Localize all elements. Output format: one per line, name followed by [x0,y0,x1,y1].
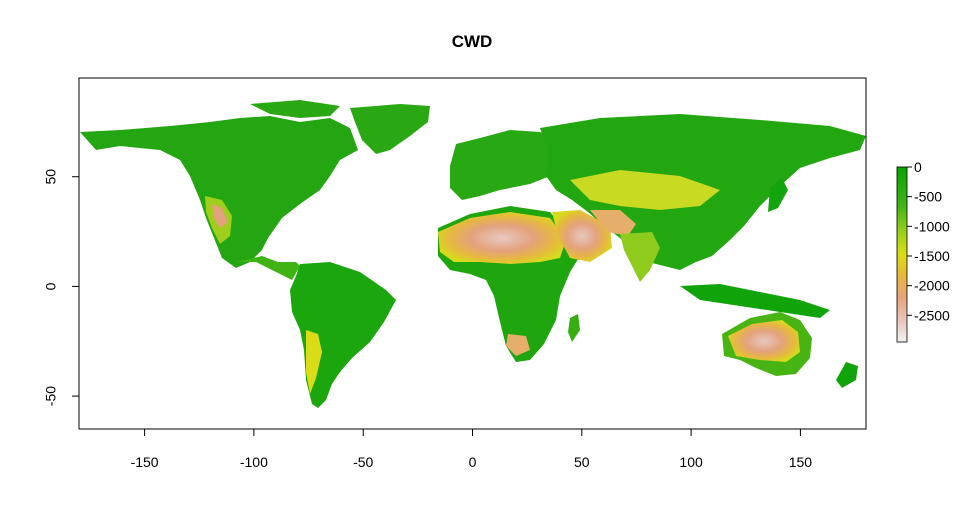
land-australia-desert [728,320,800,362]
legend-tick-label: -2500 [914,307,950,323]
land-arabia [552,210,612,262]
legend-tick-label: 0 [914,159,922,175]
legend-tick-label: -2000 [914,278,950,294]
legend: 0 -500 -1000 -1500 -2000 -2500 [896,159,950,343]
x-tick-label: -150 [131,454,159,470]
land-arctic-islands [250,100,340,118]
land-central-asia-dry [570,170,720,210]
x-tick-label: -100 [240,454,268,470]
legend-tick-label: -500 [914,189,942,205]
map-title: CWD [452,32,493,51]
legend-ticks: 0 -500 -1000 -1500 -2000 -2500 [907,159,950,323]
legend-tick-label: -1500 [914,248,950,264]
land-new-zealand [836,362,858,388]
y-tick-label: 0 [43,282,59,290]
legend-tick-label: -1000 [914,218,950,234]
x-tick-label: 0 [469,454,477,470]
land-iran [590,210,636,236]
x-tick-label: 100 [679,454,703,470]
map-land [80,100,866,408]
legend-colorbar [896,166,908,343]
land-japan [768,178,788,212]
x-tick-label: 150 [789,454,813,470]
land-kalahari [506,334,530,356]
land-south-america-dry [306,330,322,394]
x-axis: -150 -100 -50 0 50 100 150 [131,429,813,470]
land-central-america [236,256,300,280]
y-tick-label: -50 [43,386,59,406]
x-tick-label: 50 [574,454,590,470]
land-europe [450,130,560,200]
land-sahara [438,212,566,264]
land-india [620,232,660,282]
y-axis: 50 0 -50 [43,169,79,406]
land-mexico-desert [212,204,228,228]
land-north-america [80,116,358,268]
y-tick-label: 50 [43,169,59,185]
x-tick-label: -50 [353,454,373,470]
land-madagascar [568,314,580,342]
land-greenland [350,104,430,154]
land-south-america [290,262,396,408]
land-indonesia [680,284,830,318]
